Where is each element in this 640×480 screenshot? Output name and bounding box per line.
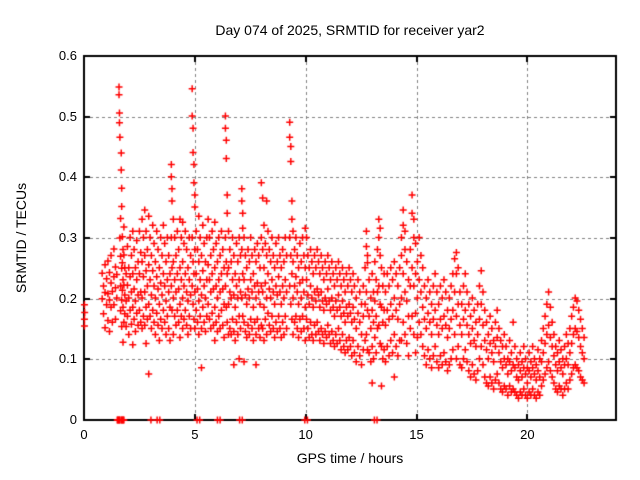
y-tick-label: 0.1 bbox=[58, 351, 77, 367]
y-tick-label: 0.3 bbox=[58, 230, 77, 245]
y-tick-label: 0.5 bbox=[58, 108, 77, 124]
y-tick-label: 0 bbox=[69, 412, 77, 427]
x-axis-label: GPS time / hours bbox=[296, 450, 404, 466]
x-tick-label: 0 bbox=[80, 427, 88, 442]
x-tick-label: 15 bbox=[409, 427, 424, 442]
x-tick-label: 20 bbox=[520, 427, 535, 442]
y-tick-label: 0.2 bbox=[58, 290, 77, 306]
x-tick-label: 5 bbox=[191, 427, 199, 442]
y-tick-label: 0.4 bbox=[58, 169, 77, 185]
y-tick-label: 0.6 bbox=[58, 48, 77, 63]
chart-title: Day 074 of 2025, SRMTID for receiver yar… bbox=[215, 22, 485, 38]
x-tick-label: 10 bbox=[298, 427, 313, 442]
